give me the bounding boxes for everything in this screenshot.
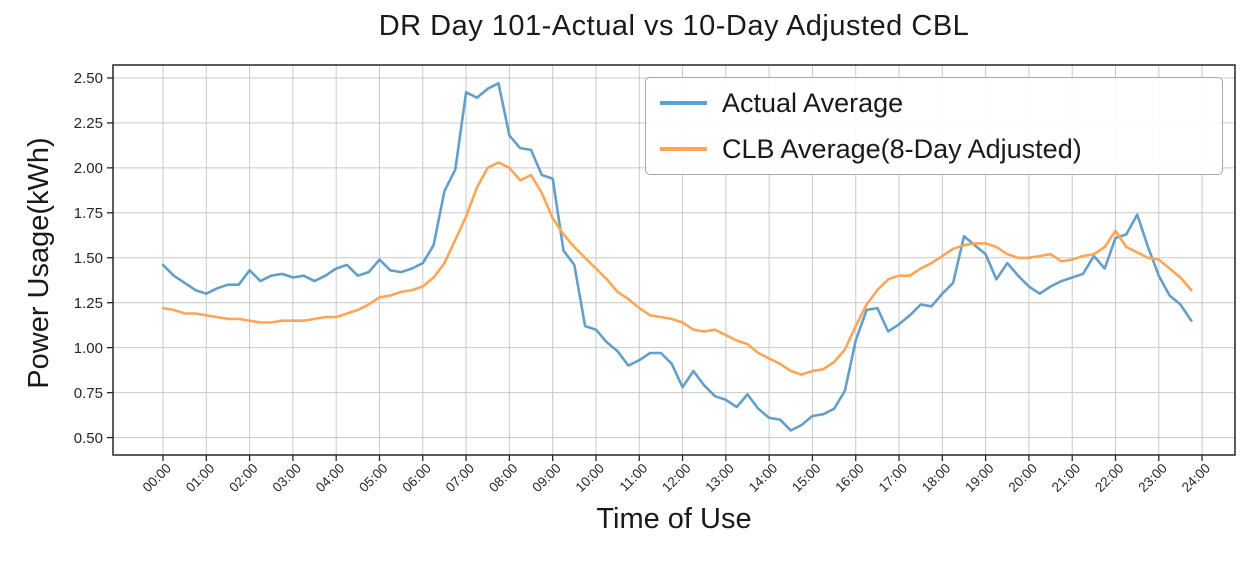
x-tick-label: 16:00	[832, 461, 867, 496]
x-tick-label: 00:00	[140, 461, 175, 496]
legend-line-swatch-clb	[660, 147, 707, 151]
x-tick-label: 19:00	[962, 461, 997, 496]
y-tick-label: 1.50	[74, 250, 103, 267]
x-axis-label: Time of Use	[596, 503, 752, 535]
y-tick-label: 0.50	[74, 430, 103, 447]
x-tick-label: 09:00	[529, 461, 564, 496]
series-line-clb-average-8-day-adjusted	[161, 161, 1193, 376]
x-tick-label: 23:00	[1135, 461, 1170, 496]
y-tick-label: 2.50	[74, 70, 103, 87]
x-tick-label: 11:00	[617, 461, 651, 495]
x-tick-label: 12:00	[659, 461, 694, 496]
x-tick-label: 08:00	[486, 461, 521, 496]
x-tick-label: 21:00	[1049, 461, 1084, 496]
x-tick-label: 06:00	[399, 461, 434, 496]
x-tick-label: 13:00	[702, 461, 737, 496]
x-tick-labels: 00:00 01:00 02:00 03:00 04:00 05:00 06:00 07:00…	[140, 461, 1214, 496]
legend-entry-clb-average: CLB Average(8-Day Adjusted)	[646, 126, 1222, 172]
x-tick-label: 02:00	[226, 461, 261, 496]
x-tick-label: 10:00	[573, 461, 608, 496]
x-tick-label: 03:00	[270, 461, 305, 496]
x-tick-label: 22:00	[1092, 461, 1127, 496]
legend-label: CLB Average(8-Day Adjusted)	[722, 133, 1082, 164]
legend-label: Actual Average	[722, 87, 904, 118]
y-tick-label: 2.00	[74, 160, 103, 177]
plot-border	[112, 64, 1236, 456]
x-tick-label: 15:00	[789, 461, 824, 496]
legend-line-swatch-actual	[660, 101, 707, 105]
legend-entry-actual-average: Actual Average	[646, 80, 1222, 126]
series-line-actual-average	[161, 82, 1193, 432]
x-tick-label: 07:00	[443, 461, 478, 496]
plot-gridlines	[113, 65, 1235, 455]
axis-tick-marks	[107, 77, 1203, 461]
x-tick-label: 17:00	[876, 461, 911, 496]
chart-title: DR Day 101-Actual vs 10-Day Adjusted CBL	[378, 10, 970, 42]
y-tick-label: 1.75	[74, 205, 103, 222]
y-tick-label: 2.25	[74, 115, 103, 132]
x-tick-label: 14:00	[746, 461, 781, 496]
legend: Actual Average CLB Average(8-Day Adjuste…	[645, 77, 1223, 175]
x-tick-label: 20:00	[1006, 461, 1041, 496]
y-tick-labels: 0.50 0.75 1.00 1.25 1.50 1.75 2.00 2.25 2.50	[74, 70, 103, 447]
x-tick-label: 24:00	[1179, 461, 1214, 496]
x-tick-label: 04:00	[313, 461, 348, 496]
y-axis-label: Power Usage(kWh)	[23, 137, 55, 389]
x-tick-label: 01:00	[183, 461, 218, 496]
y-tick-label: 1.25	[74, 295, 103, 312]
x-tick-label: 18:00	[919, 461, 954, 496]
y-tick-label: 1.00	[74, 340, 103, 357]
x-tick-label: 05:00	[356, 461, 391, 496]
y-tick-label: 0.75	[74, 385, 103, 402]
